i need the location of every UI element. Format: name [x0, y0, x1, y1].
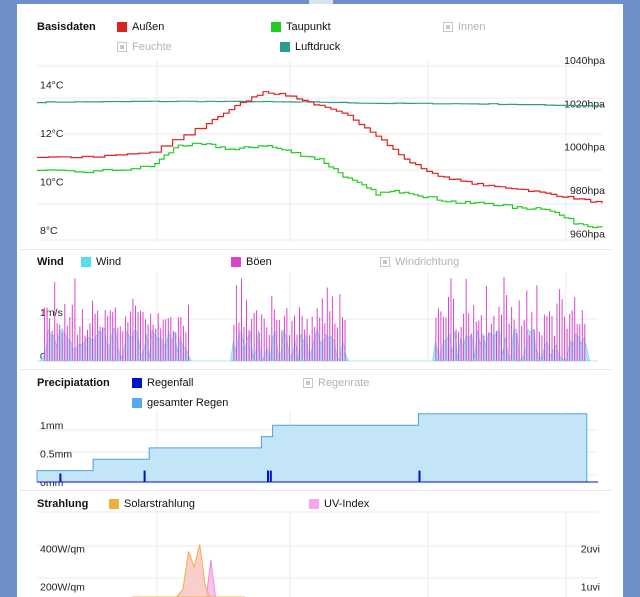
legend-uv-index[interactable]: UV-Index — [309, 498, 369, 510]
legend-gesamter-regen[interactable]: gesamter Regen — [132, 397, 228, 409]
y-tick-right: 960hpa — [570, 228, 605, 240]
legend-regenfall-label: Regenfall — [147, 377, 194, 389]
y-tick-left: 10°C — [40, 177, 64, 189]
panel-separator — [20, 249, 612, 250]
gesamter-regen-area — [36, 413, 588, 483]
solar-area — [131, 544, 246, 597]
feuchte-swatch — [117, 42, 127, 52]
wind-panel: Wind Wind Böen Windrichtung 1m/s0m/s — [20, 249, 612, 366]
y-tick-right: 2uvi — [581, 543, 600, 555]
panel-separator — [20, 369, 612, 370]
windrichtung-swatch — [380, 257, 390, 267]
luftdruck-swatch — [280, 42, 290, 52]
precipitation-panel: Precipiatation Regenfall Regenrate gesam… — [20, 369, 612, 489]
legend-taupunkt-label: Taupunkt — [286, 21, 331, 33]
legend-innen[interactable]: Innen — [443, 21, 486, 33]
legend-feuchte[interactable]: Feuchte — [117, 41, 172, 53]
wind-swatch — [81, 257, 91, 267]
uv-swatch — [309, 499, 319, 509]
legend-windrichtung[interactable]: Windrichtung — [380, 256, 459, 268]
wind-chart: 1m/s0m/s — [37, 273, 598, 363]
basisdaten-panel: Basisdaten Außen Taupunkt Innen Feuchte … — [20, 14, 612, 249]
solar-swatch — [109, 499, 119, 509]
y-tick-left: 200W/qm — [40, 582, 85, 594]
strahlung-chart: 400W/qm 200W/qm 2uvi 1uvi — [37, 511, 600, 597]
y-tick-left: 8°C — [40, 225, 58, 237]
innen-swatch — [443, 22, 453, 32]
basisdaten-chart: 14°C 12°C 10°C 8°C 1040hpa 1020hpa 1000hpa 980h… — [37, 55, 605, 242]
legend-luftdruck[interactable]: Luftdruck — [280, 41, 340, 53]
regenrate-swatch — [303, 378, 313, 388]
legend-feuchte-label: Feuchte — [132, 41, 172, 53]
y-tick-right: 1020hpa — [564, 98, 605, 110]
strahlung-panel: Strahlung Solarstrahlung UV-Index 400W/q… — [20, 490, 612, 597]
y-tick-right: 980hpa — [570, 185, 605, 197]
legend-regenfall[interactable]: Regenfall — [132, 377, 193, 389]
legend-aussen[interactable]: Außen — [117, 21, 164, 33]
regenfall-bar — [59, 473, 62, 482]
legend-aussen-label: Außen — [132, 21, 165, 33]
y-tick-right: 1000hpa — [564, 142, 605, 154]
strahlung-title: Strahlung — [37, 498, 89, 510]
regenfall-bar — [418, 470, 421, 482]
panel-separator — [20, 490, 612, 491]
legend-boeen[interactable]: Böen — [231, 256, 272, 268]
luftdruck-line — [37, 100, 603, 107]
regenfall-bar — [269, 470, 272, 482]
regenfall-swatch — [132, 378, 142, 388]
aussen-swatch — [117, 22, 127, 32]
y-tick-left: 12°C — [40, 128, 64, 140]
precipitation-title: Precipiatation — [37, 377, 110, 389]
y-tick-left: 0.5mm — [40, 449, 72, 461]
y-tick-left: 14°C — [40, 80, 64, 92]
legend-wind-label: Wind — [96, 256, 122, 268]
legend-innen-label: Innen — [458, 21, 486, 33]
regenfall-bar — [267, 470, 269, 482]
y-tick-left: 1m/s — [40, 307, 63, 319]
taupunkt-swatch — [271, 22, 281, 32]
aussen-line — [37, 91, 603, 204]
legend-wind[interactable]: Wind — [81, 256, 121, 268]
uv-area — [131, 559, 241, 597]
wind-title: Wind — [37, 256, 64, 268]
taupunkt-line — [37, 142, 603, 229]
y-tick-right: 1uvi — [581, 582, 600, 594]
legend-gesamter-regen-label: gesamter Regen — [147, 397, 229, 409]
legend-solarstrahlung[interactable]: Solarstrahlung — [109, 498, 195, 510]
legend-boeen-label: Böen — [246, 256, 272, 268]
y-tick-left: 400W/qm — [40, 543, 85, 555]
legend-taupunkt[interactable]: Taupunkt — [271, 21, 331, 33]
legend-solar-label: Solarstrahlung — [124, 498, 195, 510]
y-tick-right: 1040hpa — [564, 55, 605, 67]
legend-uv-label: UV-Index — [324, 498, 370, 510]
boeen-swatch — [231, 257, 241, 267]
legend-windrichtung-label: Windrichtung — [395, 256, 460, 268]
gesamter-regen-swatch — [132, 398, 142, 408]
legend-regenrate-label: Regenrate — [318, 377, 370, 389]
regenfall-bar — [143, 470, 146, 482]
top-tab-handle[interactable] — [309, 0, 333, 4]
legend-regenrate[interactable]: Regenrate — [303, 377, 369, 389]
basisdaten-title: Basisdaten — [37, 21, 96, 33]
y-tick-left: 1mm — [40, 420, 64, 432]
legend-luftdruck-label: Luftdruck — [295, 41, 341, 53]
